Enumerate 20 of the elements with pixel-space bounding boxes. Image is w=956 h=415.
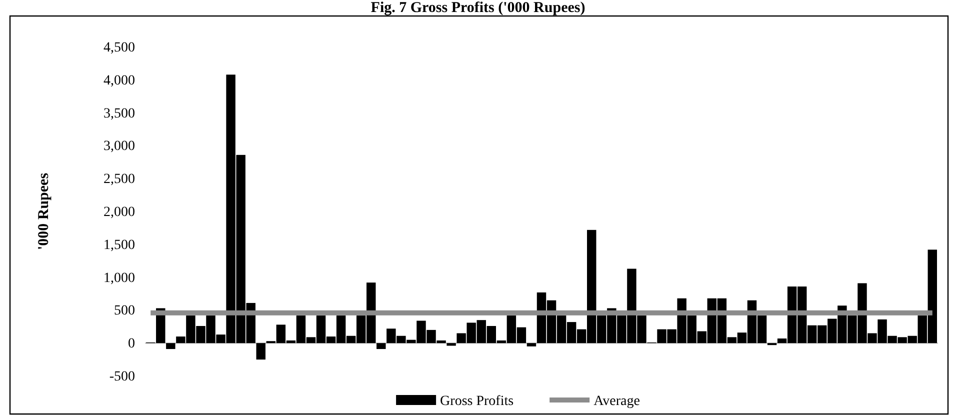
bar bbox=[376, 343, 386, 350]
legend-label: Gross Profits bbox=[440, 394, 514, 409]
y-tick-label: 3,500 bbox=[104, 106, 135, 122]
y-tick-label: 1,000 bbox=[104, 270, 135, 286]
y-tick-label: 2,000 bbox=[104, 204, 135, 220]
y-tick-label: 3,000 bbox=[104, 139, 135, 154]
bar bbox=[446, 343, 456, 346]
y-axis-title: '000 Rupees bbox=[36, 172, 52, 250]
y-tick-label: 1,500 bbox=[104, 238, 135, 253]
y-tick-label: 4,000 bbox=[104, 73, 135, 88]
chart-title: Fig. 7 Gross Profits ('000 Rupees) bbox=[370, 0, 586, 16]
y-tick-label: 2,500 bbox=[104, 172, 135, 188]
y-tick-label: 500 bbox=[114, 304, 135, 319]
bar bbox=[166, 343, 176, 350]
bar bbox=[256, 343, 266, 360]
y-tick-label: -500 bbox=[109, 369, 135, 384]
legend-label: Average bbox=[594, 394, 640, 409]
bar bbox=[526, 343, 536, 346]
y-tick-label: 0 bbox=[128, 336, 135, 352]
y-tick-label: 4,500 bbox=[104, 40, 135, 56]
